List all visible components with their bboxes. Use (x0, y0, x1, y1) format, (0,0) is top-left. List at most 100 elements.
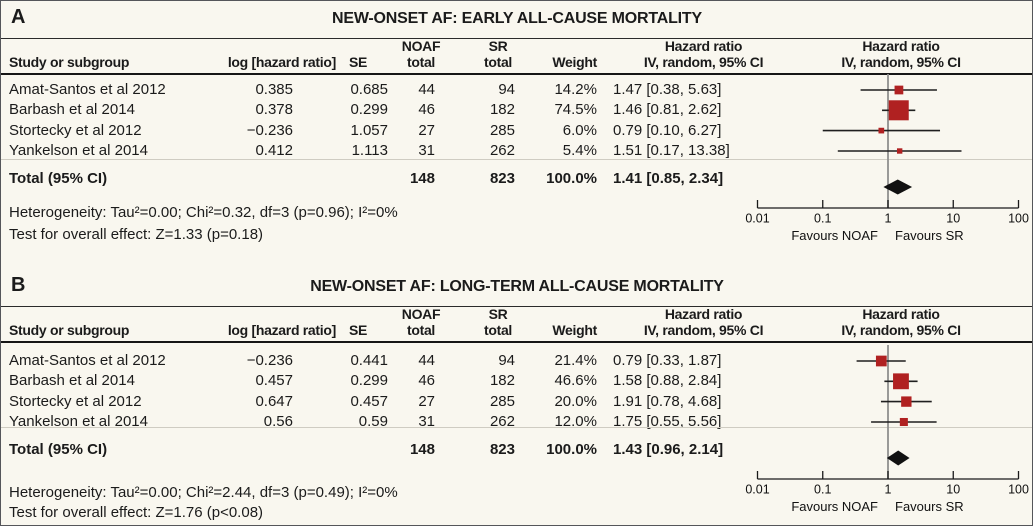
column-header-noaf-total: total (406, 322, 436, 338)
study-name: Amat-Santos et al 2012 (9, 81, 166, 98)
axis-tick-label: 100 (1008, 483, 1029, 497)
column-header-hr-method: IV, random, 95% CI (643, 54, 764, 70)
standard-error: 0.457 (350, 392, 388, 410)
forest-plot-svg: 0.01 0.1 1 10 100 Favours NOAF Favours SR (745, 345, 1029, 514)
favours-left-label: Favours NOAF (791, 499, 878, 514)
study-row: Yankelson et al 2014 0.56 0.59 31 262 12.0% 1.… (1, 412, 1032, 432)
axis-tick-label: 100 (1008, 212, 1029, 226)
favours-left-label: Favours NOAF (791, 228, 878, 243)
total-label: Total (95% CI) (9, 170, 108, 187)
column-header-study: Study or subgroup (9, 54, 130, 70)
favours-right-label: Favours SR (895, 499, 964, 514)
header-rule (1, 341, 1032, 343)
axis-tick-label: 10 (946, 212, 960, 226)
hazard-ratio-ci: 0.79 [0.10, 6.27] (613, 121, 722, 139)
forest-plot-svg: 0.01 0.1 1 10 100 Favours NOAF Favours SR (745, 74, 1029, 243)
log-hazard-ratio: 0.412 (255, 141, 293, 159)
effect-square (894, 85, 904, 95)
axis-tick-label: 0.01 (745, 212, 769, 226)
column-header-log-hr: log [hazard ratio] (227, 54, 336, 70)
standard-error: 0.299 (350, 372, 388, 390)
log-hazard-ratio: 0.457 (255, 372, 293, 390)
sr-total: 94 (498, 352, 515, 369)
hazard-ratio-ci: 0.79 [0.33, 1.87] (613, 352, 722, 369)
study-row: Barbash et al 2014 0.378 0.299 46 182 74.5% 1.… (1, 100, 1032, 120)
hazard-ratio-ci: 1.47 [0.38, 5.63] (613, 81, 722, 98)
noaf-total: 44 (418, 81, 435, 98)
study-name: Amat-Santos et al 2012 (9, 352, 166, 369)
study-row: Barbash et al 2014 0.457 0.299 46 182 46.6% 1.… (1, 371, 1032, 391)
header-top-rule (1, 38, 1032, 39)
noaf-total: 46 (418, 101, 435, 119)
hazard-ratio-ci: 1.58 [0.88, 2.84] (613, 372, 722, 390)
log-hazard-ratio: 0.56 (263, 412, 293, 430)
standard-error: 0.299 (350, 101, 388, 119)
weight: 14.2% (554, 81, 597, 98)
standard-error: 0.441 (350, 352, 388, 369)
column-header-log-hr: log [hazard ratio] (227, 322, 336, 338)
column-header-study: Study or subgroup (9, 322, 130, 338)
total-hr-ci: 1.43 [0.96, 2.14] (613, 441, 724, 458)
weight: 5.4% (562, 141, 597, 159)
column-header-sr: SR (488, 38, 508, 54)
total-diamond (883, 179, 913, 195)
log-hazard-ratio: 0.647 (255, 392, 293, 410)
total-row: Total (95% CI) 148 823 100.0% 1.41 [0.85… (1, 169, 1032, 189)
sr-total: 285 (489, 392, 515, 410)
study-name: Stortecky et al 2012 (9, 121, 142, 139)
column-header-hr: Hazard ratio (664, 306, 743, 322)
noaf-total: 27 (418, 392, 435, 410)
weight: 21.4% (554, 352, 597, 369)
noaf-total: 31 (418, 141, 435, 159)
effect-square (896, 148, 903, 154)
axis-tick-label: 0.1 (814, 483, 831, 497)
standard-error: 0.59 (358, 412, 388, 430)
panel-early-mortality: A NEW-ONSET AF: EARLY ALL-CAUSE MORTALIT… (1, 1, 1032, 267)
sr-total: 94 (498, 81, 515, 98)
study-name: Barbash et al 2014 (9, 372, 135, 390)
weight: 20.0% (554, 392, 597, 410)
column-header-hr-plot: Hazard ratio (862, 38, 940, 54)
column-header-sr: SR (488, 306, 508, 322)
sr-total: 182 (489, 101, 515, 119)
sr-total: 262 (489, 141, 515, 159)
total-diamond (886, 450, 910, 466)
heterogeneity-text: Heterogeneity: Tau²=0.00; Chi²=2.44, df=… (9, 484, 398, 501)
column-header-sr-total: total (483, 54, 513, 70)
study-row: Stortecky et al 2012 0.647 0.457 27 285 20.0%… (1, 392, 1032, 412)
panel-label: A (11, 6, 26, 28)
total-hr-ci: 1.41 [0.85, 2.34] (613, 170, 724, 187)
header-rule (1, 73, 1032, 75)
overall-effect-text: Test for overall effect: Z=1.76 (p<0.08) (9, 504, 264, 521)
column-header-hr-method: IV, random, 95% CI (643, 322, 764, 338)
panel-label: B (11, 274, 26, 296)
total-noaf: 148 (409, 441, 435, 458)
study-name: Stortecky et al 2012 (9, 392, 142, 410)
study-row: Amat-Santos et al 2012 0.385 0.685 44 94 14.2… (1, 80, 1032, 100)
column-header-noaf: NOAF (401, 306, 441, 322)
weight: 12.0% (554, 412, 597, 430)
header-top-rule (1, 306, 1032, 307)
effect-square (893, 373, 909, 390)
sr-total: 182 (489, 372, 515, 390)
panel-title: NEW-ONSET AF: LONG-TERM ALL-CAUSE MORTAL… (310, 278, 724, 295)
log-hazard-ratio: 0.378 (255, 101, 293, 119)
column-header-weight: Weight (552, 54, 597, 70)
total-row: Total (95% CI) 148 823 100.0% 1.43 [0.96… (1, 440, 1032, 460)
weight: 74.5% (554, 101, 597, 119)
total-weight: 100.0% (546, 441, 597, 458)
favours-right-label: Favours SR (895, 228, 964, 243)
axis-tick-label: 1 (885, 212, 892, 226)
total-separator-rule (1, 159, 1032, 160)
standard-error: 1.057 (350, 121, 388, 139)
column-header-hr-plot: Hazard ratio (862, 306, 940, 322)
log-hazard-ratio: −0.236 (246, 121, 293, 139)
column-header-hr-plot-method: IV, random, 95% CI (841, 322, 961, 338)
axis-tick-label: 0.01 (745, 483, 769, 497)
noaf-total: 27 (418, 121, 435, 139)
noaf-total: 46 (418, 372, 435, 390)
axis-tick-label: 1 (885, 483, 892, 497)
effect-square (899, 417, 908, 427)
column-header-weight: Weight (552, 322, 597, 338)
